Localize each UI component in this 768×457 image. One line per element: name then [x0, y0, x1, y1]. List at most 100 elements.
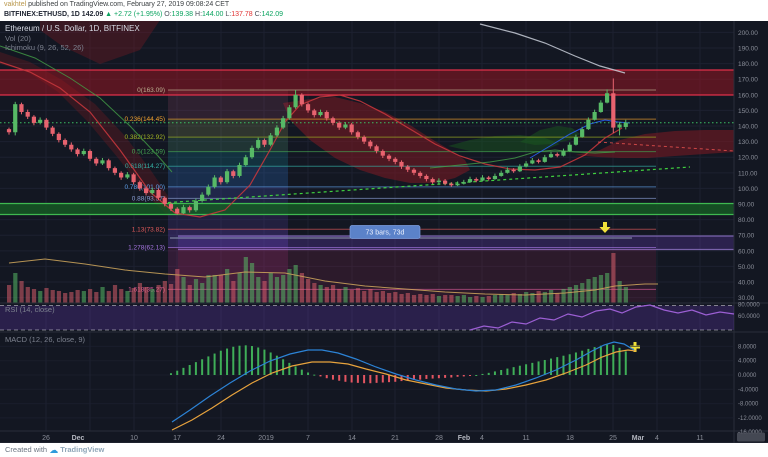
volume-bar — [162, 281, 167, 303]
candle-body — [212, 177, 217, 187]
author-link[interactable]: vakhtel — [4, 1, 27, 8]
macd-histogram-bar — [244, 345, 247, 375]
volume-bar — [63, 293, 68, 303]
volume-bar — [50, 290, 55, 303]
macd-histogram-bar — [188, 364, 191, 375]
fib-band — [168, 215, 288, 230]
volume-bar — [119, 289, 124, 303]
volume-bar — [443, 295, 448, 303]
last-price: 142.09 — [81, 11, 104, 18]
candle-body — [44, 119, 49, 128]
candle-body — [143, 188, 149, 194]
volume-bar — [131, 288, 136, 303]
volume-bar — [225, 269, 230, 303]
candle-body — [112, 168, 118, 173]
candle-body — [343, 124, 348, 128]
price-axis-label: 40.00 — [738, 280, 755, 287]
volume-bar — [287, 269, 292, 303]
time-axis-label: 4 — [480, 435, 484, 442]
candle-body — [50, 127, 55, 134]
snapshot-header: vakhtel published on TradingView.com, Fe… — [0, 0, 768, 21]
candle-body — [206, 186, 211, 195]
published-text: published on TradingView.com, February 2… — [26, 1, 230, 8]
price-axis-label: 120.00 — [738, 155, 758, 162]
support-zone — [0, 203, 734, 215]
candle-body — [567, 144, 572, 151]
macd-histogram-bar — [431, 375, 434, 379]
volume-bar — [561, 289, 566, 303]
macd-histogram-bar — [425, 375, 428, 379]
macd-axis-label: -8.0000 — [738, 402, 759, 408]
macd-histogram-bar — [437, 375, 440, 379]
volume-bar — [611, 253, 616, 303]
macd-histogram-bar — [307, 372, 310, 375]
macd-histogram-bar — [344, 375, 347, 382]
volume-bar — [150, 289, 155, 303]
volume-bar — [243, 257, 248, 303]
tradingview-brand-link[interactable]: TradingView — [60, 445, 105, 454]
time-axis-label: Dec — [72, 435, 85, 442]
macd-histogram-bar — [518, 365, 521, 375]
fib-level-label: 0.382(132.92) — [125, 134, 165, 141]
candle-body — [399, 161, 404, 167]
candle-body — [175, 208, 180, 214]
descending-ma-curve — [479, 23, 626, 74]
macd-histogram-bar — [587, 348, 590, 375]
volume-bar — [449, 295, 454, 303]
candle-body — [324, 111, 329, 119]
price-axis-label: 160.00 — [738, 92, 758, 99]
volume-bar — [312, 283, 317, 303]
macd-histogram-bar — [219, 350, 222, 375]
price-axis-label: 80.00 — [738, 217, 755, 224]
candle-body — [517, 166, 522, 172]
candle-body — [69, 144, 74, 150]
macd-histogram-bar — [288, 362, 291, 375]
candle-body — [19, 104, 24, 112]
time-axis-label: 10 — [130, 435, 138, 442]
fib-level-label: 0.618(114.27) — [125, 163, 165, 170]
tradingview-cloud-icon: ☁ — [49, 445, 59, 455]
volume-bar — [144, 287, 149, 303]
volume-bar — [75, 290, 80, 303]
candle-body — [405, 166, 410, 170]
time-axis-label: 2019 — [258, 435, 274, 442]
fib-level-label: 1.278(62.13) — [128, 245, 165, 252]
cloud-mid-red — [283, 97, 470, 183]
macd-histogram-bar — [500, 369, 503, 375]
candle-body — [449, 183, 454, 186]
candle-body — [586, 119, 591, 130]
candle-body — [418, 172, 423, 176]
macd-histogram-bar — [599, 345, 602, 375]
volume-bar — [399, 294, 404, 303]
volume-bar — [505, 295, 510, 303]
candle-body — [436, 180, 441, 183]
candle-body — [486, 177, 491, 180]
volume-bar — [268, 273, 273, 303]
volume-bar — [44, 288, 49, 303]
volume-bar — [461, 295, 466, 303]
high-label: H: — [195, 11, 203, 18]
macd-histogram-bar — [612, 344, 615, 375]
candle-body — [393, 158, 398, 162]
candle-body — [312, 110, 317, 116]
volume-bar — [524, 292, 529, 303]
close-value: 142.09 — [261, 11, 284, 18]
macd-histogram-bar — [493, 371, 496, 375]
change-value: ▲ +2.72 (+1.95%) — [105, 11, 163, 18]
price-axis-label: 70.00 — [738, 233, 755, 240]
candle-body — [349, 124, 354, 133]
candle-body — [81, 150, 86, 155]
volume-bar — [430, 294, 435, 303]
rsi-band — [0, 305, 734, 330]
candle-body — [75, 149, 80, 155]
measure-label-box — [349, 225, 421, 239]
candle-body — [268, 135, 273, 145]
volume-bar — [549, 290, 554, 303]
macd-histogram-bar — [257, 347, 260, 375]
volume-bar — [31, 289, 37, 303]
candle-body — [119, 172, 124, 178]
time-axis-label: 11 — [522, 435, 529, 442]
volume-bar — [87, 289, 93, 303]
fib-level-label: 0.88(93.57) — [132, 195, 165, 202]
